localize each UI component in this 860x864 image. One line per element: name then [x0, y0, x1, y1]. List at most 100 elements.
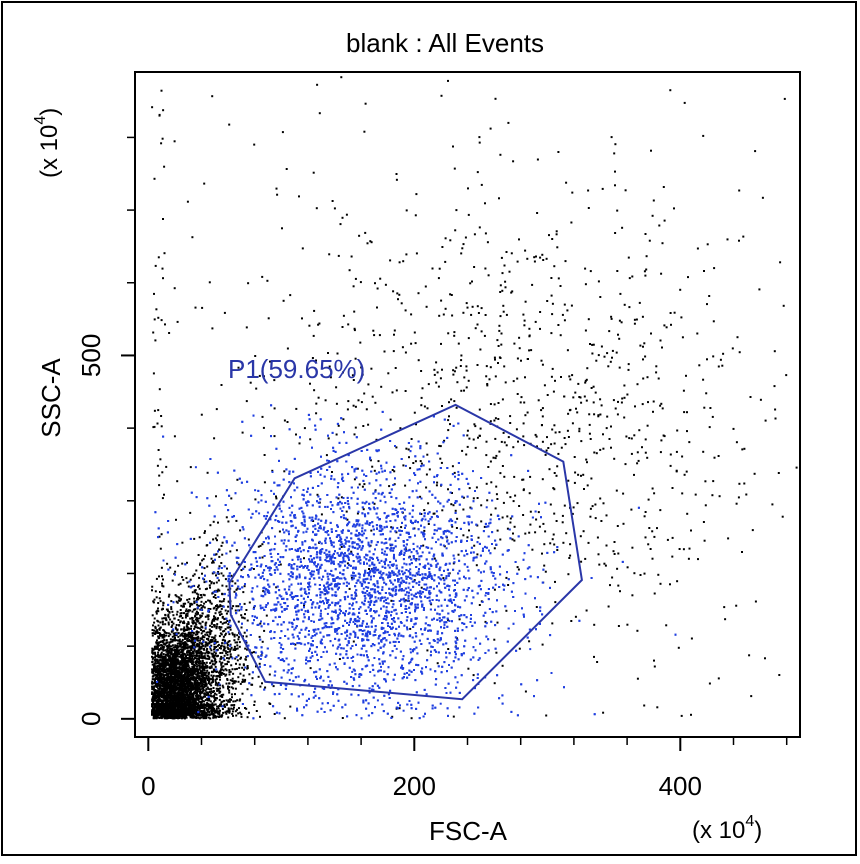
data-point [216, 689, 219, 692]
data-point [182, 698, 185, 701]
data-point [568, 557, 571, 559]
data-point [164, 707, 167, 710]
data-point [158, 678, 161, 681]
data-point [213, 700, 216, 703]
data-point [642, 358, 644, 361]
data-point [186, 637, 189, 640]
data-point [584, 557, 587, 560]
data-point [198, 576, 201, 579]
data-point [197, 668, 200, 671]
data-point [240, 713, 243, 716]
data-point [529, 510, 532, 513]
data-point [218, 611, 221, 614]
data-point [205, 666, 208, 669]
data-point [229, 648, 232, 651]
data-point [203, 662, 206, 665]
data-point [219, 671, 222, 674]
data-point [201, 674, 204, 677]
data-point [273, 435, 276, 438]
data-point [639, 344, 642, 347]
data-point [204, 645, 207, 648]
data-point [162, 699, 165, 702]
data-point [160, 691, 163, 693]
data-point [605, 514, 608, 517]
data-point [177, 692, 180, 695]
data-point [201, 636, 204, 639]
data-point [424, 285, 427, 288]
data-point [497, 418, 500, 420]
data-point [218, 600, 221, 603]
data-point [200, 650, 203, 653]
data-point [231, 677, 234, 680]
data-point [151, 647, 154, 650]
data-point [190, 686, 192, 689]
data-point [553, 472, 556, 474]
data-point [189, 627, 192, 630]
data-point [190, 625, 193, 628]
data-point [234, 668, 237, 671]
data-point [184, 643, 186, 646]
data-point [207, 698, 210, 701]
data-point [356, 467, 359, 470]
data-point [646, 376, 649, 379]
data-point [213, 657, 216, 660]
data-point [153, 680, 156, 683]
data-point [207, 618, 210, 621]
data-point [194, 618, 197, 621]
data-point [165, 645, 168, 648]
data-point [171, 644, 174, 647]
data-point [196, 657, 199, 660]
data-point [193, 573, 196, 576]
data-point [185, 690, 188, 693]
data-point [216, 640, 219, 643]
data-point [244, 658, 247, 661]
data-point [201, 620, 204, 623]
data-point [175, 669, 178, 672]
data-point [198, 641, 201, 644]
data-point [193, 644, 196, 647]
data-point [192, 658, 195, 661]
data-point [214, 638, 217, 641]
data-point [189, 633, 192, 636]
data-point [409, 627, 412, 630]
data-point [233, 645, 236, 648]
data-point [156, 658, 159, 661]
data-point [157, 703, 160, 706]
data-point [198, 684, 201, 687]
data-point [222, 693, 225, 696]
data-point [513, 539, 516, 542]
data-point [174, 663, 177, 666]
data-point [152, 669, 155, 672]
data-point [167, 709, 170, 712]
data-point [160, 709, 163, 712]
data-point [217, 579, 220, 582]
data-point [228, 619, 231, 622]
data-point [186, 690, 189, 693]
data-point [215, 707, 218, 710]
data-point [205, 649, 208, 652]
data-point [196, 660, 199, 663]
data-point [221, 668, 224, 671]
data-point [195, 717, 198, 719]
data-point [176, 655, 178, 658]
data-point [189, 660, 192, 663]
data-point [209, 662, 212, 665]
data-point [209, 524, 212, 527]
data-point [222, 635, 225, 638]
data-point [494, 417, 497, 420]
data-point [268, 673, 271, 676]
data-point [743, 447, 746, 450]
data-point [198, 677, 200, 680]
data-point [192, 574, 195, 577]
data-point [234, 700, 237, 703]
data-point [214, 652, 217, 655]
data-point [238, 666, 241, 669]
data-point [199, 680, 202, 683]
data-point [158, 688, 161, 691]
data-point [170, 686, 173, 689]
data-point [405, 209, 408, 212]
data-point [466, 536, 469, 539]
data-point [163, 642, 166, 645]
data-point [179, 663, 182, 666]
data-point [687, 557, 690, 560]
